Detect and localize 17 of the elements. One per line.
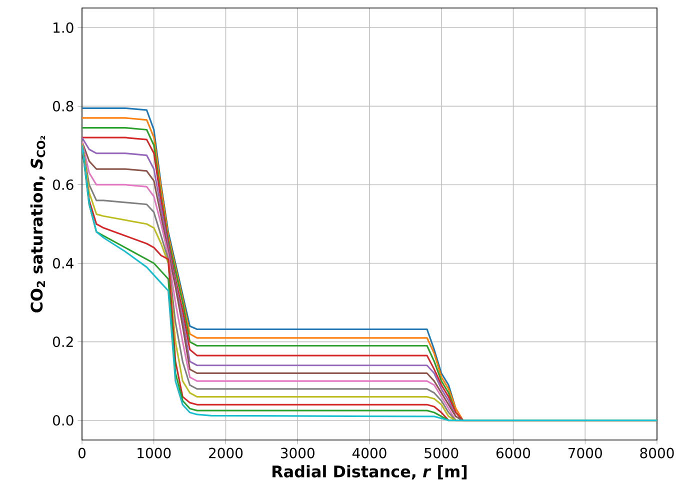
y-tick-label: 0.0 [52,415,74,426]
x-tick-label: 0 [78,448,86,458]
x-tick-label: 3000 [280,448,314,458]
x-tick-label: 7000 [568,448,602,458]
x-tick-label: 2000 [209,448,243,458]
y-tick-label: 0.6 [52,179,74,190]
y-axis-title: CO$_{2}$ saturation, S$_{CO₂}$ [30,136,46,312]
y-tick-label: 1.0 [54,22,74,33]
x-tick-label: 5000 [424,448,458,458]
y-tick-label: 0.4 [52,258,74,269]
x-tick-label: 8000 [640,448,674,458]
x-tick-label: 6000 [496,448,530,458]
y-tick-label: 0.2 [52,336,73,348]
x-tick-label: 4000 [352,448,386,458]
y-tick-label: 0.8 [52,100,74,112]
x-tick-label: 1000 [138,448,171,458]
x-axis-title: Radial Distance, r [m] [272,465,467,480]
